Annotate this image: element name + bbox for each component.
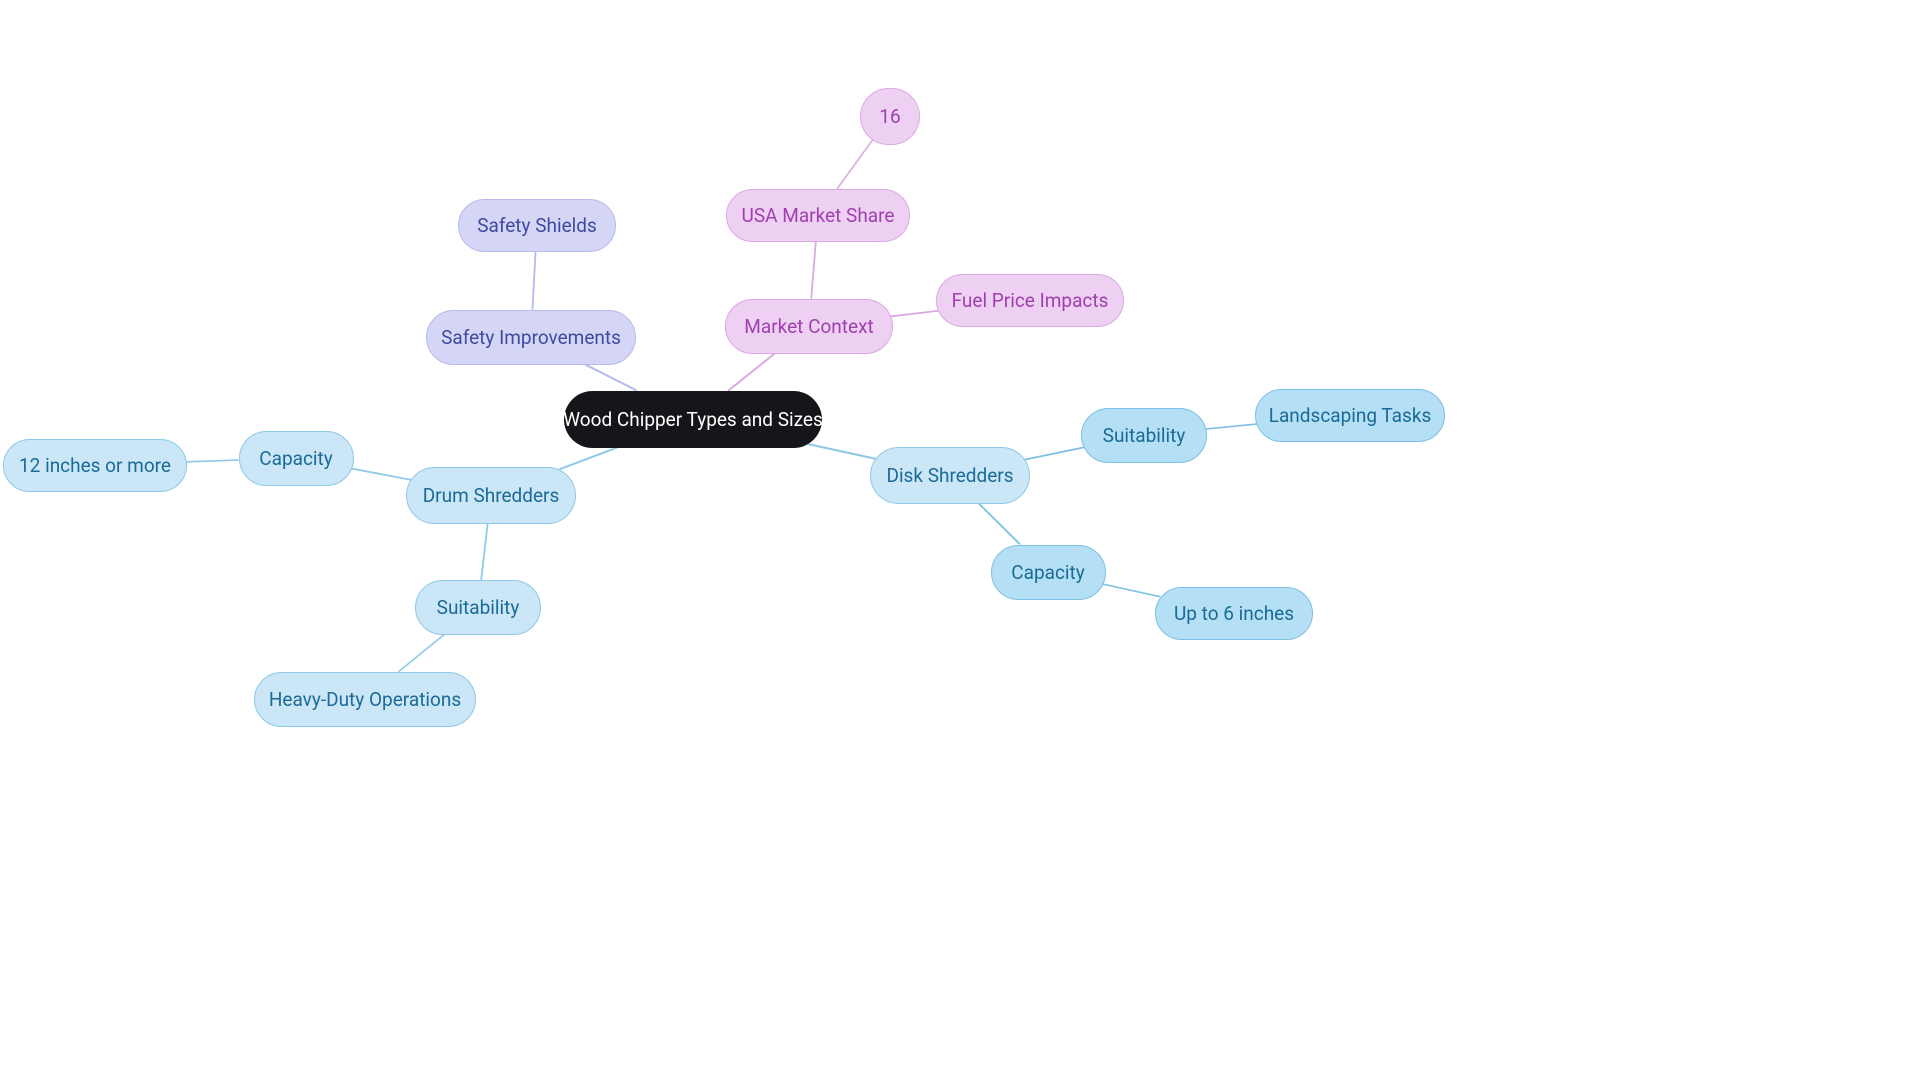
node-drum-capacity: Capacity: [239, 431, 354, 486]
node-label: Drum Shredders: [423, 484, 560, 507]
node-label: Heavy-Duty Operations: [269, 688, 461, 711]
node-root-label: Wood Chipper Types and Sizes: [563, 408, 823, 431]
node-heavy-duty-operations: Heavy-Duty Operations: [254, 672, 476, 727]
node-disk-capacity: Capacity: [991, 545, 1106, 600]
node-disk-suitability: Suitability: [1081, 408, 1207, 463]
node-label: Capacity: [1011, 561, 1084, 584]
node-drum-suitability: Suitability: [415, 580, 541, 635]
node-label: USA Market Share: [742, 204, 895, 227]
node-sixteen: 16: [860, 88, 920, 145]
node-landscaping-tasks: Landscaping Tasks: [1255, 389, 1445, 442]
node-safety-improvements: Safety Improvements: [426, 310, 636, 365]
node-label: 12 inches or more: [19, 454, 171, 477]
node-usa-market-share: USA Market Share: [726, 189, 910, 242]
node-label: Market Context: [744, 315, 873, 338]
node-up-to-6-inches: Up to 6 inches: [1155, 587, 1313, 640]
node-root: Wood Chipper Types and Sizes: [564, 391, 822, 448]
node-market-context: Market Context: [725, 299, 893, 354]
edge-layer: [0, 0, 1920, 1083]
node-label: Suitability: [437, 596, 520, 619]
node-label: 16: [879, 105, 900, 128]
node-fuel-price-impacts: Fuel Price Impacts: [936, 274, 1124, 327]
node-disk-shredders: Disk Shredders: [870, 447, 1030, 504]
node-label: Disk Shredders: [886, 464, 1013, 487]
node-label: Fuel Price Impacts: [952, 289, 1109, 312]
node-safety-shields: Safety Shields: [458, 199, 616, 252]
node-label: Suitability: [1103, 424, 1186, 447]
node-12-inches-or-more: 12 inches or more: [3, 439, 187, 492]
node-label: Capacity: [259, 447, 332, 470]
node-label: Safety Shields: [477, 214, 597, 237]
node-drum-shredders: Drum Shredders: [406, 467, 576, 524]
node-label: Landscaping Tasks: [1269, 404, 1432, 427]
node-label: Safety Improvements: [441, 326, 621, 349]
node-label: Up to 6 inches: [1174, 602, 1294, 625]
